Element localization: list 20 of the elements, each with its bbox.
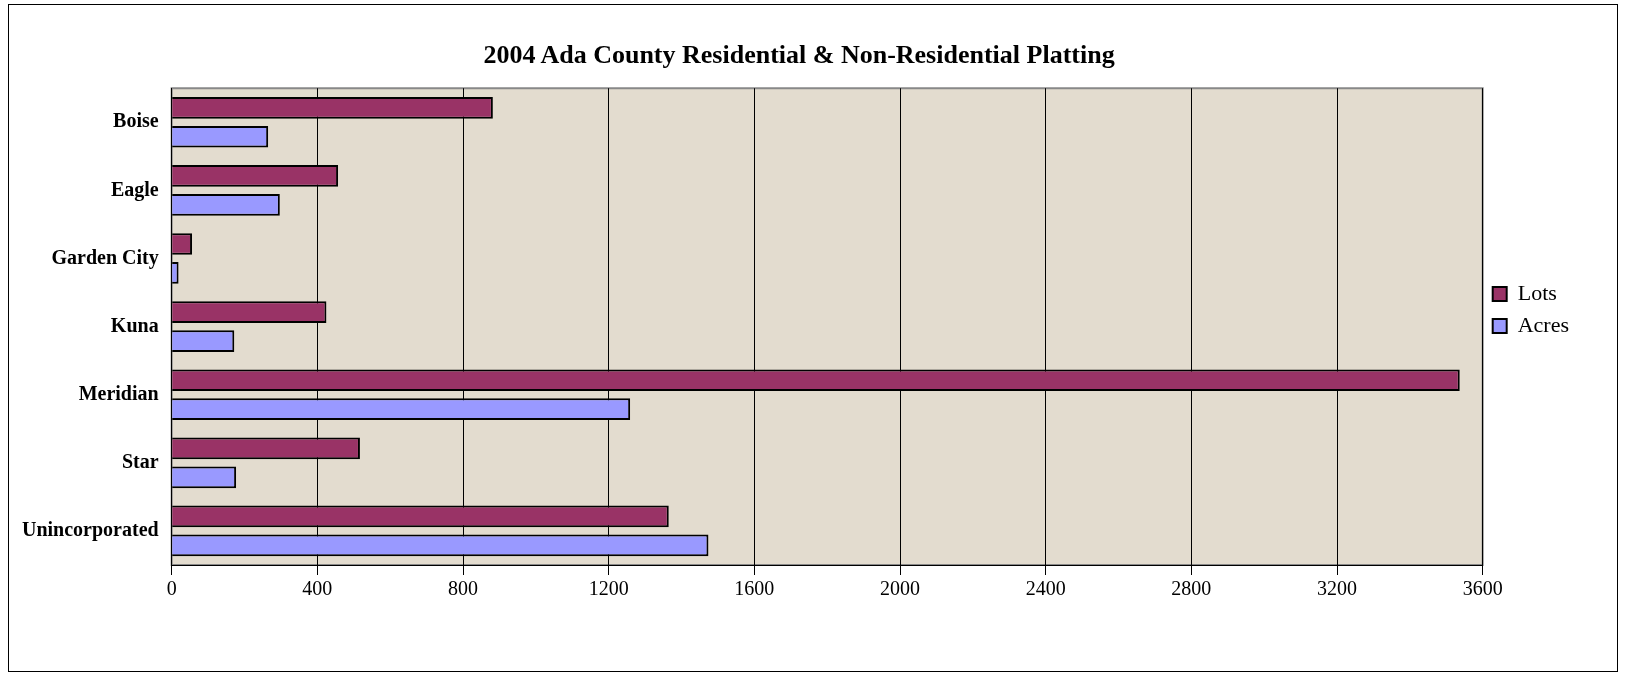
y-tick-label: Kuna (110, 313, 159, 336)
x-tick-label: 2000 (880, 577, 921, 600)
x-tick-label: 800 (448, 577, 478, 600)
x-tick-label: 3600 (1462, 577, 1503, 600)
legend-label: Acres (1517, 311, 1570, 337)
legend-label: Lots (1517, 279, 1557, 305)
x-tick-label: 0 (166, 577, 177, 600)
x-tick-label: 400 (302, 577, 333, 600)
y-tick-label: Garden City (51, 245, 159, 269)
x-tick-label: 1600 (734, 577, 775, 600)
x-tick-label: 3200 (1317, 577, 1358, 600)
y-tick-label: Boise (113, 109, 159, 132)
chart-title: 2004 Ada County Residential & Non-Residential Platting (483, 40, 1115, 70)
y-tick-label: Unincorporated (21, 518, 159, 542)
y-tick-label: Meridian (78, 381, 159, 404)
x-tick-label: 2800 (1171, 577, 1212, 600)
x-tick-label: 1200 (588, 577, 629, 600)
y-tick-label: Eagle (110, 177, 159, 201)
x-tick-label: 2400 (1025, 577, 1066, 600)
y-tick-label: Star (121, 450, 159, 472)
